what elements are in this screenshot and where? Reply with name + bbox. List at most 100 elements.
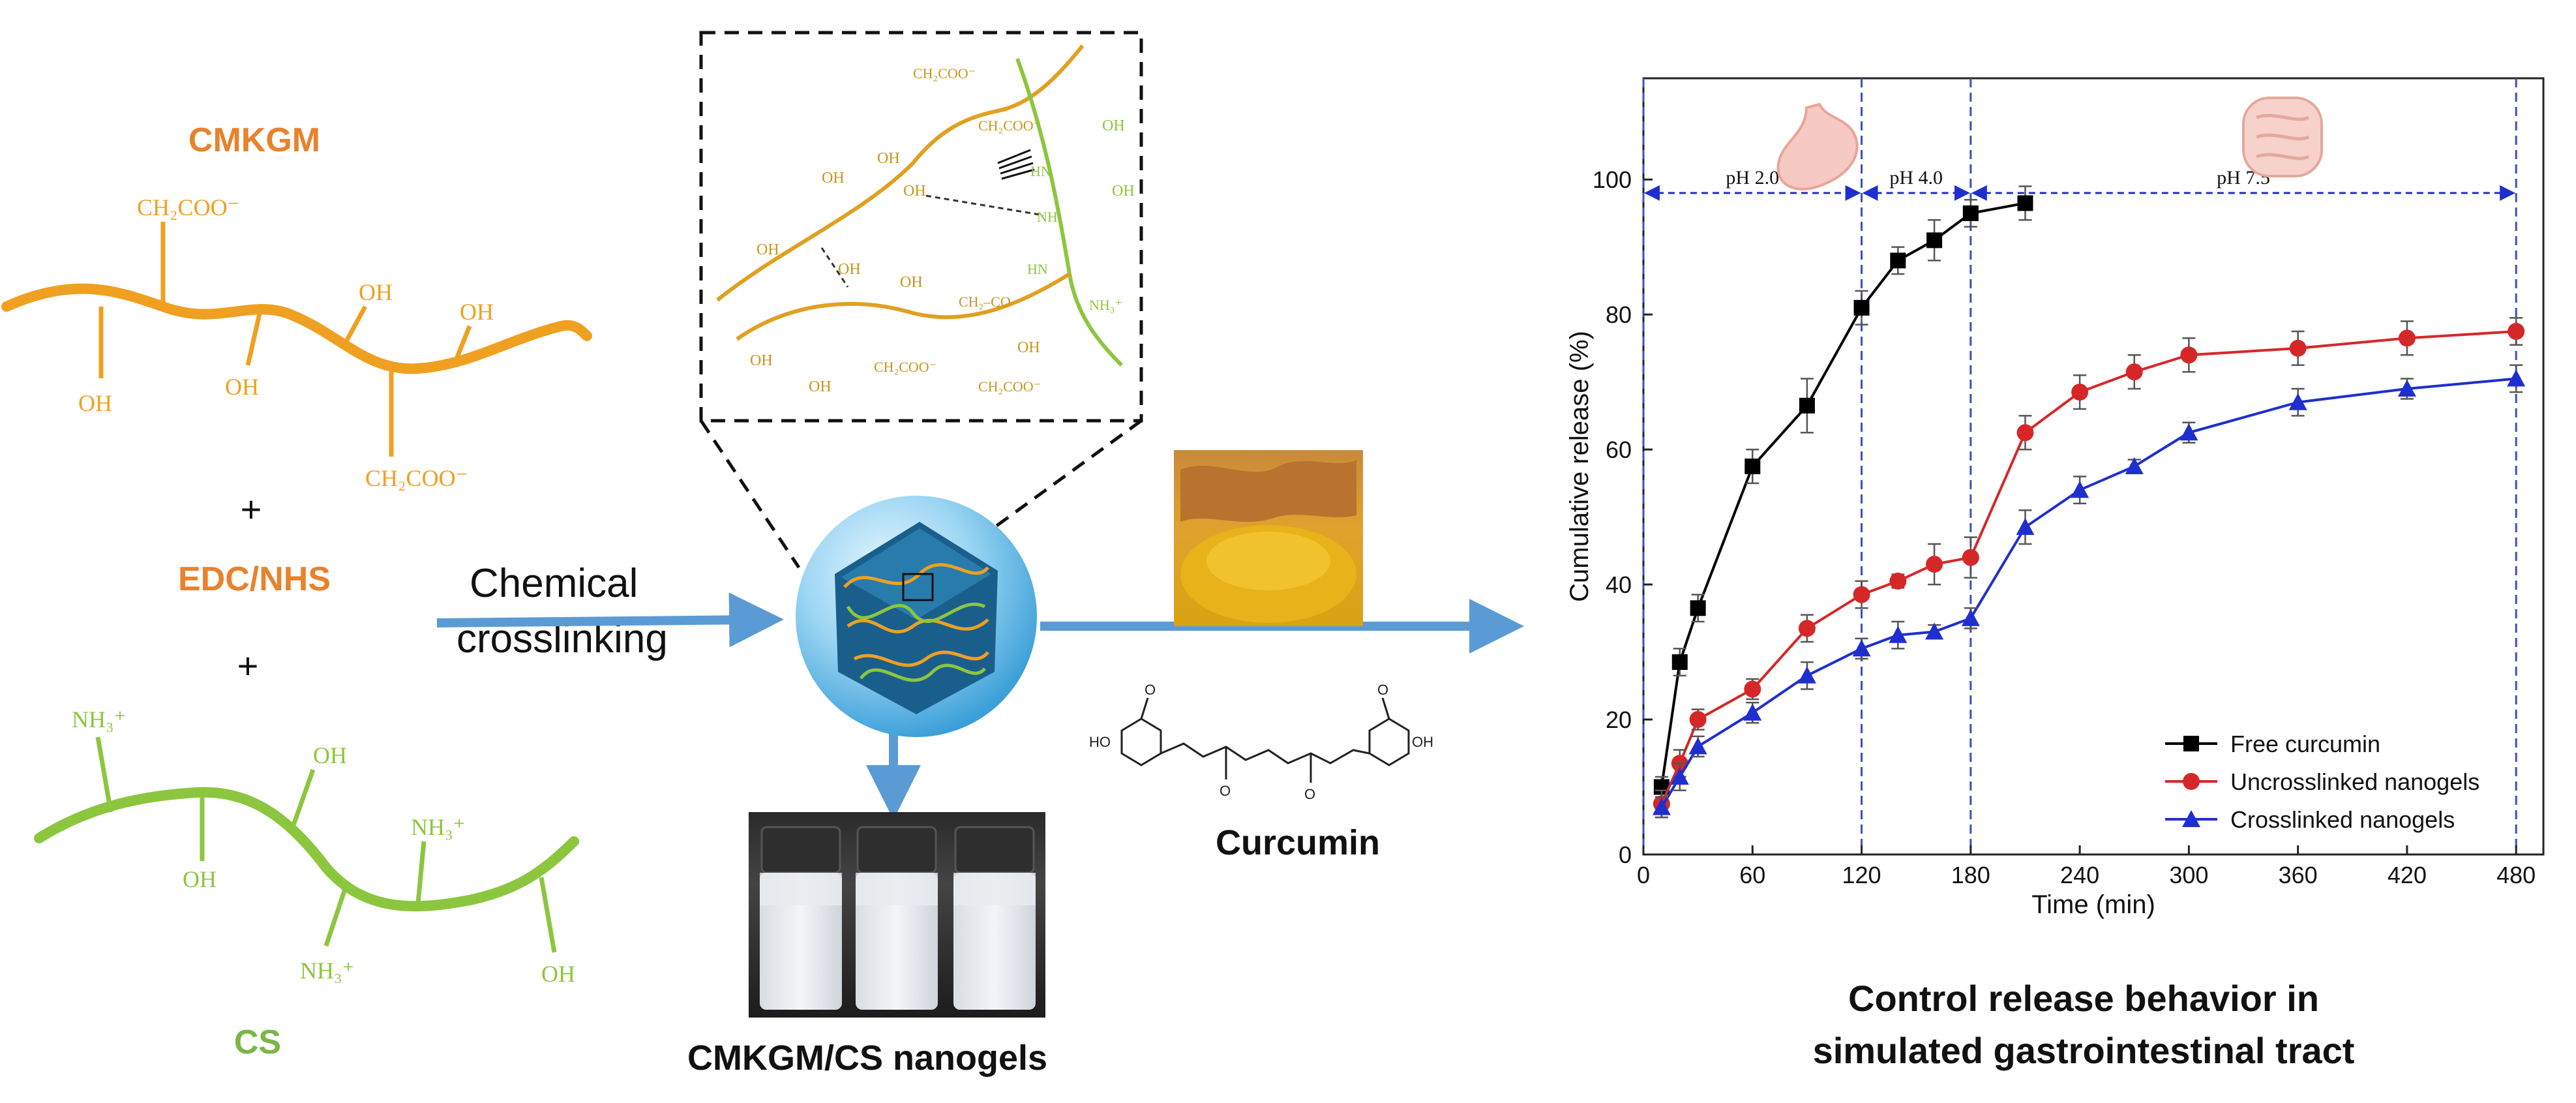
data-point [2016,424,2034,442]
zoom-group: CH₂–CO [959,294,1011,310]
x-tick-label: 420 [2388,862,2427,888]
legend-entry: Crosslinked nanogels [2230,806,2455,833]
series-line [1660,377,2517,808]
cmkgm-group: OH [78,390,112,416]
data-point [1925,622,1944,640]
zoom-group: OH [903,183,926,200]
data-point [1852,639,1871,657]
zoom-group: CH₂COO⁻ [978,117,1041,134]
data-point [1853,299,1870,316]
curcumin-atom: HO [1089,734,1111,750]
y-tick-label: 20 [1606,706,1632,733]
data-point [2017,195,2033,211]
cs-group: OH [183,866,217,892]
cmkgm-polymer: CMKGM CH₂COO⁻ OH OH OH OH CH₂COO⁻ [1,121,592,491]
curcumin-structure [1120,697,1410,783]
data-point [1798,620,1816,637]
chart-caption: simulated gastrointestinal tract [1813,1030,2355,1071]
nanogel-sphere [796,496,1037,737]
turmeric-photo [1174,450,1363,626]
zoom-group: OH [750,352,773,369]
zoom-group: OH [1112,183,1135,200]
zoom-group: NH [1037,209,1058,225]
data-point [1652,798,1671,815]
process-label: Chemical [470,561,638,606]
cmkgm-group: OH [359,279,393,305]
cs-group: NH₃⁺ [411,814,466,840]
zoom-group: OH [1017,339,1040,356]
plot-frame [1642,77,2545,856]
data-point [1689,711,1707,729]
zoom-group: CH₂COO⁻ [874,359,936,375]
cs-group: NH₃⁺ [300,958,355,984]
x-tick-label: 480 [2496,862,2536,888]
legend-marker [2182,810,2200,827]
data-point [1670,768,1689,785]
y-tick-label: 0 [1619,841,1632,868]
curcumin-label: Curcumin [1216,823,1380,862]
data-point [2397,380,2416,397]
data-point [1889,572,1907,590]
x-tick-label: 120 [1842,862,1881,888]
zoom-network-box: CH₂COO⁻ CH₂COO⁻ OH OH OH OH OH HN NH HN … [699,31,1143,423]
data-point [1890,252,1906,269]
legend-marker [2183,773,2200,790]
data-point [2288,393,2307,410]
y-tick-label: 60 [1606,436,1632,463]
x-tick-label: 240 [2060,862,2099,888]
cs-group: NH₃⁺ [72,706,127,733]
zoom-group: NH₃⁺ [1089,297,1122,313]
cs-branch [291,768,316,826]
cmkgm-branch [343,305,368,344]
cmkgm-backbone [1,283,592,374]
data-point [2071,481,2089,498]
cmkgm-title: CMKGM [188,121,320,159]
zoom-group: OH [756,241,779,258]
curcumin-atom: O [1304,786,1315,802]
series-square [1653,185,2033,798]
plus-sign: + [237,645,259,686]
series-line [1660,202,2026,787]
zoom-group: HN [1030,163,1051,179]
x-tick-label: 0 [1637,862,1650,888]
data-point [1743,703,1762,721]
data-point [1962,549,1979,566]
crosslinking-arrow [436,592,784,648]
data-point [2289,339,2307,357]
legend-marker [2183,736,2199,751]
curcumin-atom: O [1220,783,1231,799]
release-chart: pH 2.0 pH 4.0 pH 7.50 60 120 180 240 300 360 420 4… [1565,77,2545,919]
data-point [1745,459,1761,474]
nanogel-vials-photo [749,812,1045,1018]
data-point [2179,423,2198,441]
data-point [2507,369,2526,387]
y-axis-label: Cumulative release (%) [1565,331,1594,602]
cmkgm-branch [245,307,263,366]
phase-label: pH 4.0 [1889,167,1943,189]
cs-branch [415,841,427,911]
curcumin-atom: O [1377,682,1388,698]
data-point [1961,609,1980,626]
cs-backbone [34,787,579,912]
y-tick-label: 40 [1606,571,1632,598]
legend-entry: Uncrosslinked nanogels [2230,768,2479,795]
data-point [1690,600,1706,616]
cs-branch [95,736,113,813]
edc-nhs-title: EDC/NHS [178,560,331,598]
cmkgm-group: CH₂COO⁻ [365,465,468,491]
series-line [1660,330,2517,805]
x-tick-label: 60 [1739,862,1765,888]
intestine-icon [2242,97,2323,177]
cmkgm-group: OH [225,374,259,400]
y-tick-label: 100 [1593,166,1632,193]
cs-polymer: NH₃⁺ OH OH NH₃⁺ NH₃⁺ OH CS [34,706,579,1061]
data-point [2125,457,2144,474]
legend-entry: Free curcumin [2230,731,2380,757]
data-point [1962,205,1979,221]
cs-branch [539,877,557,953]
curcumin-atom: OH [1412,734,1433,750]
cs-title: CS [234,1023,281,1061]
zoom-group: OH [1102,117,1125,134]
data-point [1688,737,1707,755]
